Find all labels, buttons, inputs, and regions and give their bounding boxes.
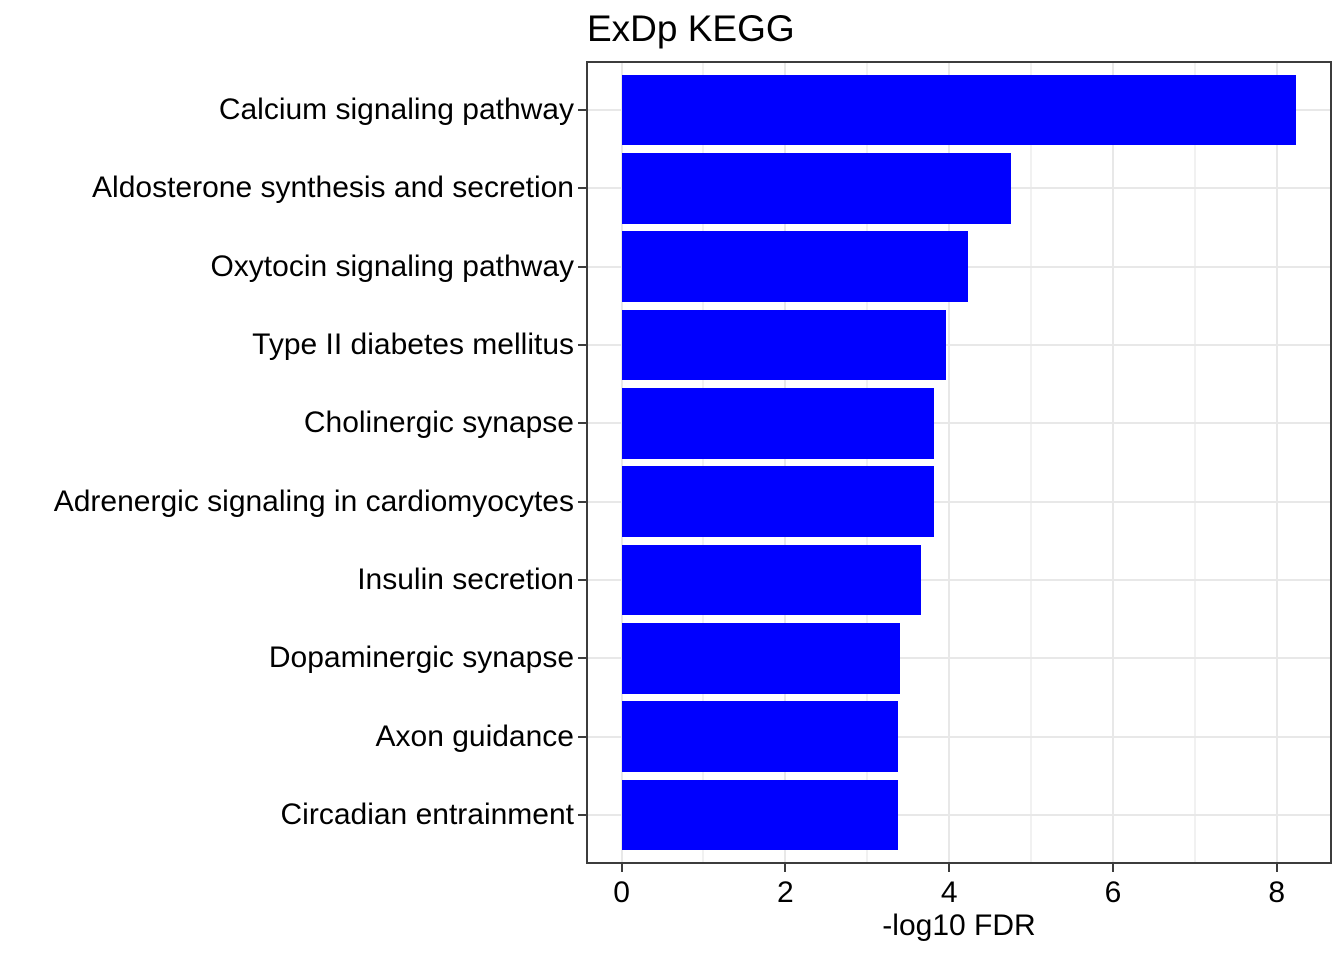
x-axis-title: -log10 FDR [882, 909, 1036, 942]
y-tick [578, 657, 587, 660]
minor-gridline [702, 63, 705, 862]
plot-panel [588, 63, 1330, 862]
category-gridline [588, 657, 1330, 660]
y-axis-label: Oxytocin signaling pathway [210, 249, 574, 283]
bar [621, 231, 968, 302]
x-tick [620, 863, 623, 872]
bar [621, 779, 898, 851]
major-gridline [1275, 63, 1278, 862]
category-gridline [588, 344, 1330, 346]
x-tick [948, 863, 951, 872]
minor-gridline [866, 63, 869, 862]
major-gridline [948, 63, 951, 862]
major-gridline [784, 63, 787, 862]
x-tick-label: 8 [1268, 876, 1286, 909]
x-tick-label: 4 [940, 876, 958, 909]
category-gridline [588, 422, 1330, 425]
y-tick [578, 109, 587, 111]
minor-gridline [1030, 63, 1033, 862]
y-tick [578, 579, 587, 581]
bar [621, 309, 946, 381]
major-gridline [620, 63, 623, 862]
category-gridline [588, 735, 1330, 738]
category-gridline [588, 579, 1330, 581]
x-tick-label: 6 [1104, 876, 1122, 909]
bar [621, 623, 901, 694]
major-gridline [1111, 63, 1114, 862]
y-axis-label: Adrenergic signaling in cardiomyocytes [53, 484, 574, 518]
y-tick [578, 265, 587, 268]
bar [621, 466, 935, 537]
y-axis-label: Circadian entrainment [280, 798, 574, 831]
y-tick [578, 814, 587, 816]
y-axis-label: Calcium signaling pathway [218, 93, 574, 126]
bar [621, 388, 934, 459]
bar [621, 74, 1297, 146]
plot-title: ExDp KEGG [587, 8, 795, 49]
bar [621, 153, 1011, 224]
minor-gridline [1193, 63, 1196, 862]
y-tick [578, 735, 587, 738]
y-tick [578, 422, 587, 425]
y-axis-label: Cholinergic synapse [303, 406, 574, 440]
y-axis-label: Insulin secretion [357, 563, 574, 596]
x-tick [1275, 863, 1278, 872]
y-axis-label: Dopaminergic synapse [268, 641, 574, 675]
category-gridline [588, 814, 1330, 816]
category-gridline [588, 500, 1330, 503]
x-tick-label: 2 [777, 876, 794, 909]
x-tick [784, 863, 787, 872]
y-tick [578, 187, 587, 190]
bar [621, 544, 922, 616]
bar [621, 701, 899, 772]
y-tick [578, 500, 587, 503]
y-axis-label: Aldosterone synthesis and secretion [92, 171, 574, 205]
x-tick-label: 0 [613, 876, 630, 909]
y-tick [578, 344, 587, 346]
y-axis-label: Axon guidance [375, 719, 575, 753]
x-tick [1111, 863, 1114, 872]
y-axis-label: Type II diabetes mellitus [252, 328, 574, 361]
